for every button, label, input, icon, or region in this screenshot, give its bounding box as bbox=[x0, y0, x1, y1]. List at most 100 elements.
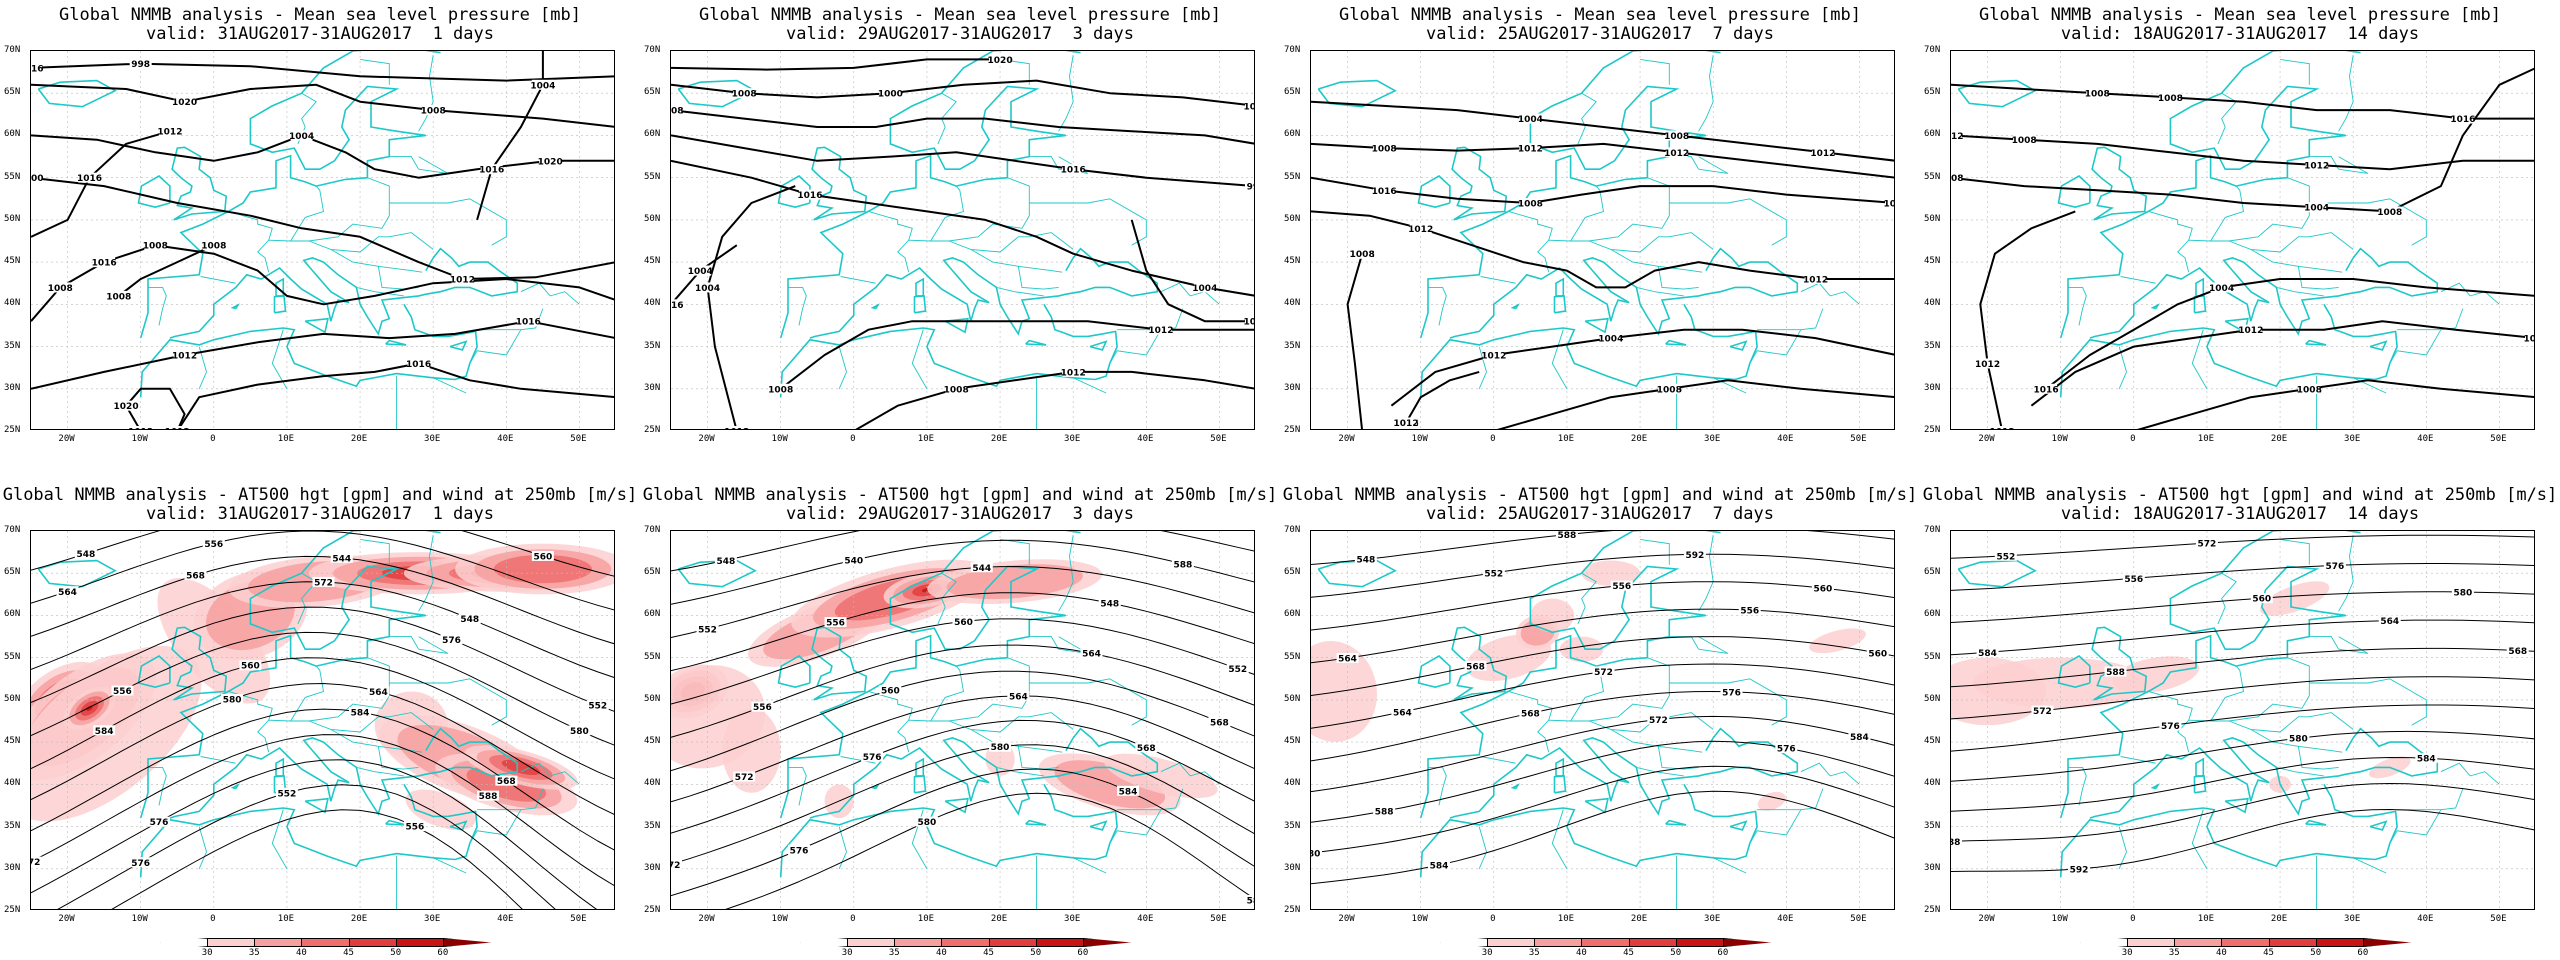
colorbar-tick: 60 bbox=[437, 948, 449, 958]
height-contour bbox=[1951, 757, 2534, 812]
contour-label-bg bbox=[1007, 690, 1030, 701]
colorbar-tick: 35 bbox=[248, 948, 260, 958]
lat-label: 70N bbox=[1924, 525, 1941, 535]
colorbar-segment bbox=[1035, 938, 1084, 947]
coastline bbox=[811, 626, 868, 701]
map-icon: 548 540 544 548 552 556 560 564 568 572 576 580 584 5… bbox=[671, 531, 1254, 909]
colorbar-segment bbox=[1440, 938, 1489, 947]
contour-label-bg bbox=[93, 257, 116, 268]
isobar bbox=[2137, 379, 2534, 429]
lon-label: 50E bbox=[2490, 434, 2507, 444]
colorbar-tick: 30 bbox=[2121, 948, 2133, 958]
lat-label: 65N bbox=[1284, 567, 1301, 578]
contour-label-bg bbox=[184, 570, 207, 581]
lon-label: 10W bbox=[2051, 914, 2068, 924]
height-contour bbox=[671, 539, 1254, 605]
contour-label-bg bbox=[173, 96, 196, 107]
coastline bbox=[1417, 655, 1451, 689]
contour-label-bg bbox=[2031, 705, 2054, 716]
contour-label: 1020 bbox=[988, 56, 1013, 66]
contour-label: 568 bbox=[186, 572, 205, 582]
map-area: 1008 1000 1004 1008 998 1012 1012 1016 1008 1016 1… bbox=[30, 50, 615, 430]
contour-label-bg bbox=[1391, 706, 1414, 717]
lat-label: 40N bbox=[1284, 778, 1301, 789]
contour-label: 1016 bbox=[92, 259, 117, 269]
contour-label: 576 bbox=[150, 818, 169, 828]
coastline bbox=[915, 277, 925, 297]
contour-label-bg bbox=[115, 400, 138, 411]
country-border bbox=[2188, 657, 2310, 722]
country-border bbox=[2148, 690, 2193, 753]
coastline bbox=[1451, 626, 1508, 701]
contour-label-bg bbox=[1245, 100, 1254, 111]
lat-label: 50N bbox=[1924, 213, 1941, 224]
lat-label: 50N bbox=[4, 213, 21, 224]
country-border bbox=[2309, 156, 2339, 170]
country-border bbox=[356, 286, 404, 297]
contour-label: 560 bbox=[241, 662, 260, 672]
contour-label-bg bbox=[312, 576, 335, 587]
country-border bbox=[520, 762, 580, 785]
colorbar-segment bbox=[988, 938, 1037, 947]
colorbar-segment bbox=[207, 938, 256, 947]
coastline bbox=[2305, 339, 2327, 346]
wind-shading bbox=[501, 759, 541, 776]
contour-label-bg bbox=[1149, 324, 1172, 335]
isobar bbox=[476, 51, 544, 221]
panel-title: Global NMMB analysis - AT500 hgt [gpm] a… bbox=[2, 485, 638, 505]
contour-label: 568 bbox=[1521, 710, 1540, 720]
contour-label-bg bbox=[1610, 580, 1633, 591]
contour-label-bg bbox=[367, 686, 390, 697]
contour-label-bg bbox=[2451, 113, 2474, 124]
lon-label: 50E bbox=[1210, 914, 1227, 924]
colorbar-segment bbox=[800, 938, 849, 947]
contour-label-bg bbox=[1098, 597, 1121, 608]
contour-label-bg bbox=[1991, 426, 2014, 429]
contour-label: 556 bbox=[1740, 607, 1759, 617]
country-border bbox=[2280, 58, 2310, 85]
country-border bbox=[1588, 232, 1714, 253]
contour-label: 556 bbox=[406, 823, 425, 833]
colorbar-segment bbox=[847, 938, 896, 947]
lon-label: 20E bbox=[2270, 914, 2288, 924]
map-area: 552 556 560 564 568 572 576 580 584 588 592 572 576 5… bbox=[1950, 530, 2535, 910]
contour-label-bg bbox=[952, 616, 975, 627]
coastline bbox=[1510, 783, 1521, 790]
lon-label: 30E bbox=[1704, 914, 1721, 924]
height-contour bbox=[31, 734, 614, 886]
map-icon: 1004100810081012101210121016101610081012… bbox=[1311, 51, 1894, 429]
height-contour bbox=[31, 606, 614, 712]
lat-label: 30N bbox=[4, 862, 21, 873]
wind-shading bbox=[1311, 640, 1378, 742]
height-contour bbox=[671, 670, 1254, 772]
colorbar-tick: 30 bbox=[201, 948, 213, 958]
coastline bbox=[2305, 819, 2327, 826]
contour-label-bg bbox=[2250, 593, 2273, 604]
panel-title: Global NMMB analysis - AT500 hgt [gpm] a… bbox=[1922, 485, 2558, 505]
contour-label-bg bbox=[1409, 223, 1432, 234]
contour-label-bg bbox=[1245, 181, 1254, 192]
contour-label-bg bbox=[2525, 333, 2534, 344]
contour-label-bg bbox=[451, 274, 474, 284]
country-border bbox=[2276, 286, 2324, 297]
map-panel-6: Global NMMB analysis - AT500 hgt [gpm] a… bbox=[640, 480, 1280, 960]
country-border bbox=[1698, 55, 1714, 132]
country-border bbox=[2309, 636, 2339, 650]
height-contour bbox=[1951, 647, 2534, 688]
isobar bbox=[671, 134, 1254, 187]
country-border bbox=[1800, 282, 1860, 305]
contour-label: 1012 bbox=[1803, 276, 1828, 286]
coastline bbox=[2089, 247, 2439, 339]
wind-shading bbox=[2112, 656, 2200, 693]
lat-label: 40N bbox=[1924, 298, 1941, 309]
country-border bbox=[970, 729, 1063, 753]
contour-label-bg bbox=[1464, 660, 1487, 671]
country-border bbox=[911, 329, 928, 390]
wind-shading bbox=[1104, 753, 1218, 799]
country-border bbox=[2309, 198, 2427, 246]
contour-label-bg bbox=[1775, 742, 1798, 753]
lon-label: 40E bbox=[1777, 434, 1794, 444]
country-border bbox=[200, 756, 236, 764]
contour-label: 568 bbox=[1466, 662, 1485, 672]
country-border bbox=[1029, 156, 1059, 170]
